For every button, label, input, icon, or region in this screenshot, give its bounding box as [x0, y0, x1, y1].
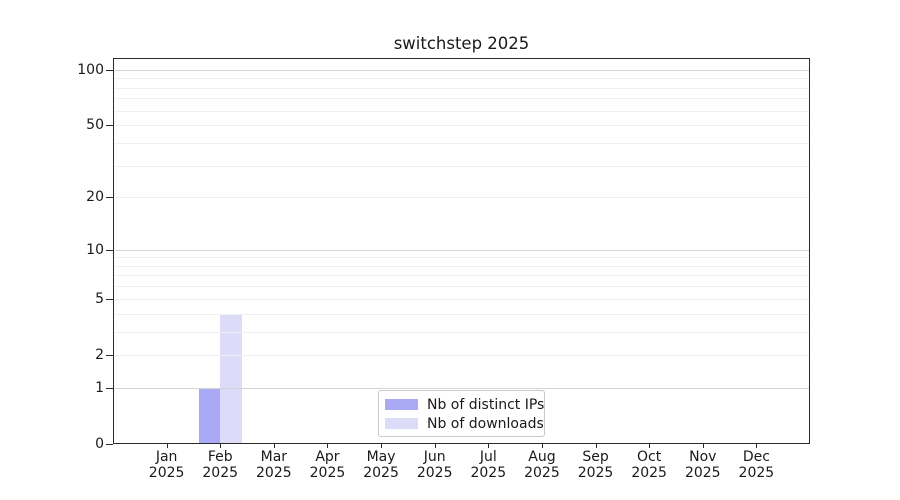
y-tick-mark [106, 388, 113, 389]
x-tick-label: Jan 2025 [148, 449, 185, 481]
minor-gridline [114, 266, 809, 267]
x-tick-label: Aug 2025 [524, 449, 560, 481]
x-tick-mark [274, 444, 275, 448]
minor-gridline [114, 332, 809, 333]
minor-gridline [114, 355, 809, 356]
minor-gridline [114, 275, 809, 276]
legend-item-distinct-ips: Nb of distinct IPs [385, 395, 544, 414]
x-tick-label: Nov 2025 [684, 449, 721, 481]
minor-gridline [114, 98, 809, 99]
minor-gridline [114, 88, 809, 89]
legend-swatch-downloads-icon [385, 418, 418, 429]
minor-gridline [114, 143, 809, 144]
minor-gridline [114, 257, 809, 258]
minor-gridline [114, 197, 809, 198]
x-tick-label: Jul 2025 [470, 449, 507, 481]
x-tick-mark [703, 444, 704, 448]
y-tick-mark [106, 444, 113, 445]
y-tick-label: 100 [77, 62, 104, 78]
y-tick-mark [106, 355, 113, 356]
y-tick-mark [106, 197, 113, 198]
minor-gridline [114, 166, 809, 167]
legend: Nb of distinct IPs Nb of downloads [378, 390, 545, 437]
minor-gridline [114, 299, 809, 300]
major-gridline [114, 250, 809, 251]
y-tick-mark [106, 250, 113, 251]
x-tick-mark [435, 444, 436, 448]
major-gridline [114, 70, 809, 71]
x-tick-mark [167, 444, 168, 448]
x-tick-mark [327, 444, 328, 448]
y-tick-label: 0 [95, 436, 104, 452]
legend-label-distinct-ips: Nb of distinct IPs [427, 396, 545, 413]
chart-title: switchstep 2025 [393, 34, 530, 53]
x-tick-mark [488, 444, 489, 448]
x-tick-label: Jun 2025 [416, 449, 453, 481]
x-tick-label: May 2025 [363, 449, 399, 481]
y-tick-label: 10 [86, 242, 104, 258]
legend-item-downloads: Nb of downloads [385, 414, 544, 433]
minor-gridline [114, 314, 809, 315]
y-tick-label: 2 [95, 347, 104, 363]
legend-swatch-distinct-ips-icon [385, 399, 418, 410]
y-tick-label: 50 [86, 117, 104, 133]
y-tick-mark [106, 70, 113, 71]
x-tick-mark [381, 444, 382, 448]
bar-nb-of-distinct-ips [198, 387, 221, 443]
y-tick-mark [106, 299, 113, 300]
x-tick-label: Oct 2025 [631, 449, 667, 481]
minor-gridline [114, 111, 809, 112]
x-tick-mark [756, 444, 757, 448]
x-tick-mark [649, 444, 650, 448]
y-tick-mark [106, 125, 113, 126]
bar-nb-of-downloads [220, 313, 242, 443]
x-tick-label: Mar 2025 [256, 449, 292, 481]
x-tick-mark [542, 444, 543, 448]
y-tick-label: 5 [95, 291, 104, 307]
legend-label-downloads: Nb of downloads [427, 415, 544, 432]
x-tick-label: Feb 2025 [202, 449, 239, 481]
x-tick-label: Apr 2025 [309, 449, 346, 481]
plot-area [113, 58, 810, 444]
minor-gridline [114, 286, 809, 287]
major-gridline [114, 388, 809, 389]
x-tick-mark [220, 444, 221, 448]
x-tick-label: Dec 2025 [738, 449, 775, 481]
minor-gridline [114, 78, 809, 79]
minor-gridline [114, 125, 809, 126]
y-tick-label: 1 [95, 380, 104, 396]
y-tick-label: 20 [86, 189, 104, 205]
x-tick-label: Sep 2025 [577, 449, 614, 481]
x-tick-mark [596, 444, 597, 448]
